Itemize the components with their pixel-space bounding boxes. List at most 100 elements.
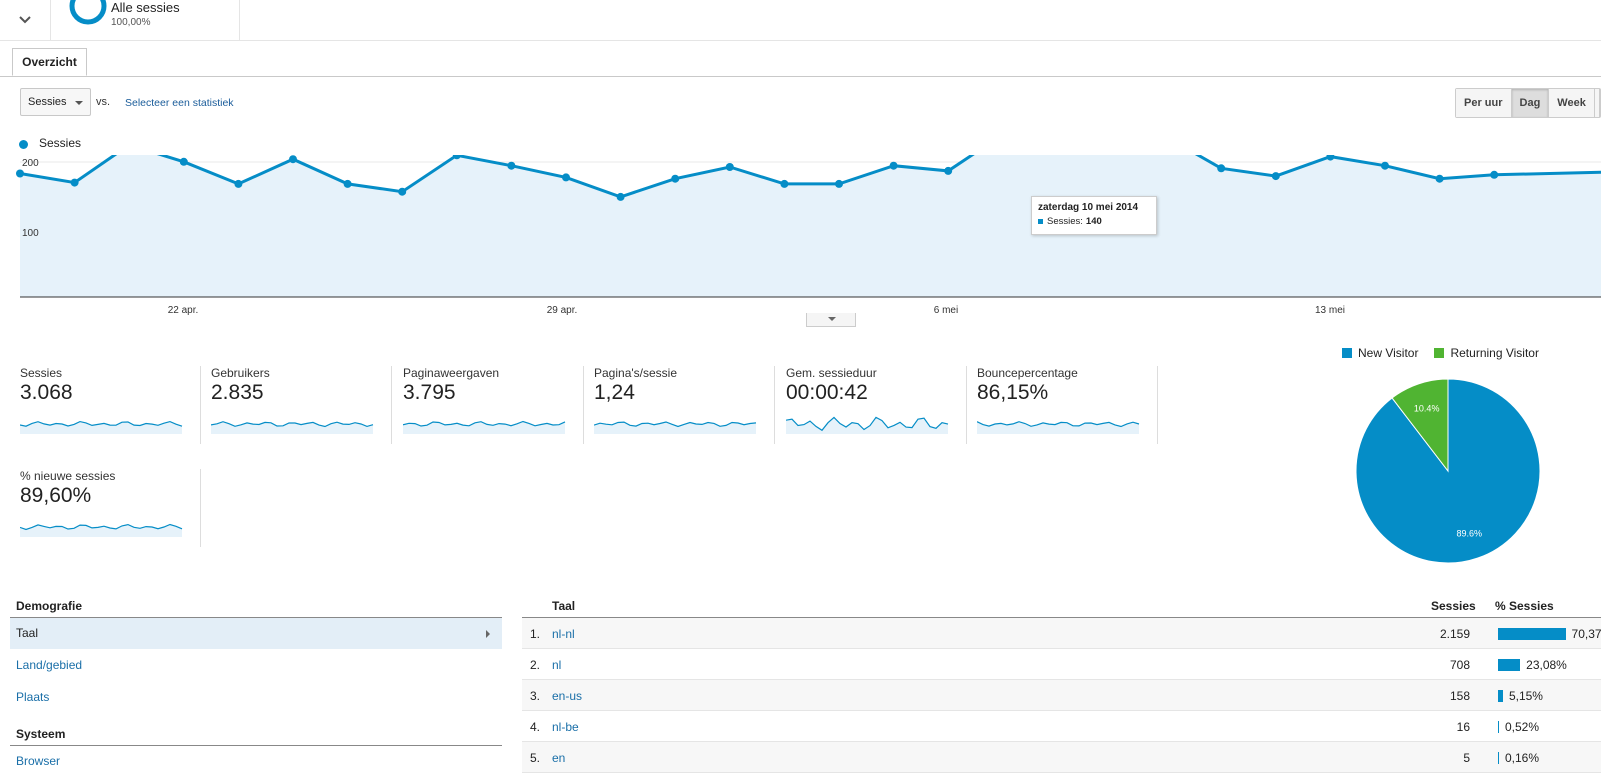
table-row: 1. nl-nl 2.159 70,37% <box>522 618 1601 649</box>
kpi-label: Bouncepercentage <box>977 366 1078 380</box>
kpi-0[interactable]: Sessies 3.068 <box>20 366 207 450</box>
metric-select[interactable]: Sessies <box>20 88 91 116</box>
kpi-6[interactable]: % nieuwe sessies 89,60% <box>20 469 207 553</box>
collapse-chart-button[interactable] <box>806 313 856 327</box>
data-point <box>1435 174 1444 183</box>
kpi-3[interactable]: Pagina's/sessie 1,24 <box>594 366 781 450</box>
table-row: 2. nl 708 23,08% <box>522 649 1601 680</box>
divider <box>391 366 392 444</box>
visitor-pie-chart[interactable]: 89.6% 10.4% <box>1355 378 1541 564</box>
segment-title[interactable]: Alle sessies <box>111 0 180 15</box>
kpi-5[interactable]: Bouncepercentage 86,15% <box>977 366 1164 450</box>
per-uur-button[interactable]: Per uur <box>1456 89 1512 117</box>
tooltip-value: 140 <box>1085 216 1102 227</box>
segment-ring-icon <box>69 0 107 25</box>
divider <box>200 366 201 444</box>
row-language-link[interactable]: nl-nl <box>552 627 575 641</box>
dag-button[interactable]: Dag <box>1511 89 1550 117</box>
nav-item-label: Taal <box>16 626 39 640</box>
row-sessions: 708 <box>1449 658 1470 672</box>
triangle-down-icon <box>828 317 836 321</box>
data-point <box>671 174 680 183</box>
y-tick-label: 100 <box>22 228 39 239</box>
data-point <box>780 179 789 188</box>
row-share-bar <box>1498 659 1521 671</box>
data-point <box>944 166 953 175</box>
kpi-label: Gem. sessieduur <box>786 366 877 380</box>
data-point <box>507 161 516 170</box>
row-share-pct: 0,52% <box>1505 720 1540 734</box>
table-row: 3. en-us 158 5,15% <box>522 680 1601 711</box>
divider <box>1157 366 1158 444</box>
kpi-4[interactable]: Gem. sessieduur 00:00:42 <box>786 366 973 450</box>
sessions-line-chart[interactable]: 200 100 22 apr. 29 apr. 6 mei 13 mei <box>0 155 1601 325</box>
x-tick-label: 6 mei <box>934 305 958 316</box>
table-header-sessies[interactable]: Sessies <box>1431 599 1476 613</box>
tab-overzicht[interactable]: Overzicht <box>12 48 87 76</box>
metric-select-value: Sessies <box>28 96 67 108</box>
divider <box>774 366 775 444</box>
row-language-link[interactable]: en-us <box>552 689 583 703</box>
row-language-link[interactable]: nl <box>552 658 562 672</box>
kpi-sparkline <box>977 421 1140 434</box>
data-point <box>234 179 243 188</box>
kpi-sparkline <box>211 421 374 434</box>
chart-tooltip: zaterdag 10 mei 2014 Sessies: 140 <box>1031 196 1157 235</box>
pie-slice-label: 10.4% <box>1414 403 1440 413</box>
table-header-pct-sessies[interactable]: % Sessies <box>1495 599 1554 613</box>
kpi-value: 3.795 <box>403 381 456 404</box>
time-granularity-buttons: Per uur Dag Week <box>1455 88 1601 118</box>
divider <box>522 617 1601 618</box>
week-button[interactable]: Week <box>1549 89 1595 117</box>
row-number: 5. <box>530 751 541 765</box>
nav-item-taal[interactable]: Taal <box>10 618 502 649</box>
kpi-label: Sessies <box>20 366 63 380</box>
kpi-sparkline <box>20 420 183 434</box>
section-demografie: Demografie <box>16 599 83 613</box>
data-point <box>398 187 407 196</box>
kpi-label: Pagina's/sessie <box>594 366 678 380</box>
chart-area <box>20 155 1601 297</box>
kpi-value: 2.835 <box>211 381 264 404</box>
kpi-label: Paginaweergaven <box>403 366 500 380</box>
divider <box>966 366 967 444</box>
new-visitor-swatch <box>1342 348 1352 358</box>
series-square-icon <box>1038 219 1043 224</box>
row-number: 1. <box>530 627 541 641</box>
data-point <box>1490 170 1499 179</box>
x-tick-label: 13 mei <box>1315 305 1345 316</box>
table-row: 4. nl-be 16 0,52% <box>522 711 1601 742</box>
divider <box>583 366 584 444</box>
kpi-value: 89,60% <box>20 484 92 507</box>
select-metric-link[interactable]: Selecteer een statistiek <box>125 97 234 109</box>
tooltip-series-label: Sessies: <box>1047 216 1083 227</box>
row-share-bar <box>1498 628 1566 640</box>
table-header-taal[interactable]: Taal <box>552 599 576 613</box>
kpi-2[interactable]: Paginaweergaven 3.795 <box>403 366 590 450</box>
row-number: 4. <box>530 720 541 734</box>
kpi-label: % nieuwe sessies <box>20 469 116 483</box>
segment-toggle-button[interactable] <box>0 0 51 40</box>
row-share-bar <box>1498 690 1503 702</box>
pie-slice[interactable] <box>1391 378 1449 473</box>
nav-item-land-gebied[interactable]: Land/gebied <box>16 658 83 672</box>
data-point <box>616 192 625 201</box>
maand-button-edge[interactable] <box>1594 89 1600 117</box>
nav-item-browser[interactable]: Browser <box>16 754 61 768</box>
data-point <box>289 155 297 164</box>
pie-slice-label: 89.6% <box>1457 529 1483 539</box>
row-sessions: 2.159 <box>1439 627 1470 641</box>
nav-item-plaats[interactable]: Plaats <box>16 690 50 704</box>
divider <box>200 469 201 547</box>
row-number: 3. <box>530 689 541 703</box>
row-share-bar <box>1498 721 1499 733</box>
kpi-value: 1,24 <box>594 381 635 404</box>
data-point <box>1217 164 1226 173</box>
legend-label: Sessies <box>39 136 82 150</box>
row-language-link[interactable]: en <box>552 751 566 765</box>
divider <box>239 0 240 40</box>
x-tick-label: 22 apr. <box>168 305 199 316</box>
returning-visitor-swatch <box>1434 348 1445 358</box>
kpi-1[interactable]: Gebruikers 2.835 <box>211 366 398 450</box>
row-language-link[interactable]: nl-be <box>552 720 579 734</box>
